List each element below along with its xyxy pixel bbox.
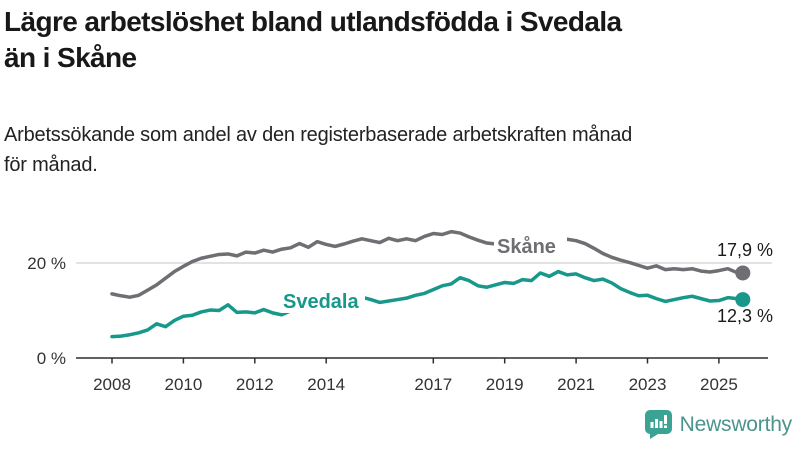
skane-label-bg (494, 236, 567, 259)
bar-chart-glyph (650, 415, 667, 428)
svedala-label-bg (281, 290, 365, 313)
x-axis-label-2012: 2012 (236, 375, 274, 394)
svedala-end-value: 12,3 % (717, 306, 773, 326)
newsworthy-logo: Newsworthy (644, 410, 793, 439)
svedala-end-dot (735, 292, 751, 308)
skane-end-dot (735, 265, 751, 281)
chart-axes: 20 % 0 % 2008 2010 2012 2014 2017 2019 2021 2023 2… (27, 254, 768, 394)
speech-bubble-shape (644, 410, 672, 439)
x-axis-label-2025: 2025 (700, 375, 738, 394)
chart-title-line2: än i Skåne (4, 42, 137, 73)
chart-subtitle-line2: för månad. (4, 154, 98, 176)
y-axis-label-0: 0 % (37, 349, 66, 368)
newsworthy-logo-icon (644, 410, 672, 439)
x-axis-label-2019: 2019 (486, 375, 524, 394)
chart-title-line1: Lägre arbetslöshet bland utlandsfödda i … (4, 6, 622, 37)
x-axis-label-2008: 2008 (93, 375, 131, 394)
x-axis-label-2023: 2023 (629, 375, 667, 394)
x-axis-label-2014: 2014 (307, 375, 345, 394)
chart-title: Lägre arbetslöshet bland utlandsfödda i … (4, 4, 784, 76)
y-axis-label-20: 20 % (27, 254, 66, 273)
newsworthy-wordmark: Newsworthy (679, 412, 793, 436)
x-axis-label-2021: 2021 (557, 375, 595, 394)
svedala-line (110, 269, 745, 339)
svedala-series-label: Svedala (283, 291, 359, 313)
chart-labels: Skåne Svedala 17,9 % 12,3 % (281, 235, 773, 326)
chart-series (110, 229, 751, 339)
skane-series-label: Skåne (497, 235, 556, 258)
line-chart: 20 % 0 % 2008 2010 2012 2014 2017 2019 2021 2023 2… (27, 229, 773, 394)
x-axis-label-2010: 2010 (164, 375, 202, 394)
skane-end-value: 17,9 % (717, 240, 773, 260)
chart-subtitle-line1: Arbetssökande som andel av den registerb… (4, 124, 633, 146)
chart-subtitle: Arbetssökande som andel av den registerb… (4, 120, 794, 180)
skane-line (110, 229, 745, 299)
x-axis-label-2017: 2017 (414, 375, 452, 394)
